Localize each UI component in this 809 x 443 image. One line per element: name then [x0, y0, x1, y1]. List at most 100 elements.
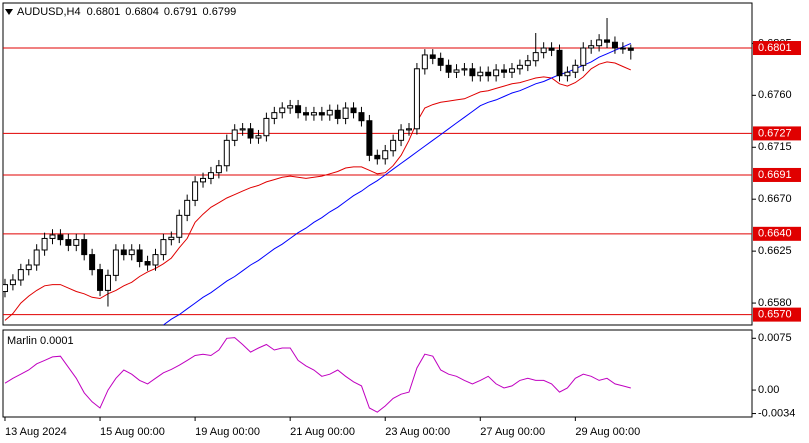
candle-body	[160, 239, 167, 256]
candle-body	[303, 112, 310, 116]
candle-body	[524, 60, 531, 66]
last-open: 0.6801	[87, 6, 121, 18]
level-label: 0.6727	[758, 127, 792, 139]
candle-body	[508, 68, 515, 73]
candle-body	[604, 39, 611, 43]
level-label: 0.6691	[758, 169, 792, 181]
candle-body	[413, 68, 420, 130]
last-close: 0.6799	[203, 6, 237, 18]
indicator-plot	[4, 337, 631, 413]
candle-body	[41, 237, 48, 251]
chart-title: AUDUSD,H4 0.6801 0.6804 0.6791 0.6799	[17, 6, 236, 18]
candle-body	[136, 249, 143, 263]
candle-body	[572, 64, 579, 73]
candle-body	[120, 249, 127, 256]
candle-body	[564, 71, 571, 77]
candle-body	[461, 68, 468, 71]
x-tick-label: 15 Aug 00:00	[100, 426, 165, 438]
x-tick-label: 21 Aug 00:00	[290, 426, 355, 438]
level-label-box	[753, 126, 801, 141]
candle-body	[255, 135, 262, 139]
candle-body	[334, 109, 341, 119]
y-tick-label: -0.0034	[758, 407, 795, 419]
y-tick-label: 0.6580	[758, 297, 792, 309]
candle-body	[25, 264, 32, 271]
candle-body	[390, 139, 397, 152]
candle-body	[437, 57, 444, 66]
candle-body	[33, 249, 40, 266]
candle-body	[73, 239, 80, 246]
main-panel	[2, 2, 753, 326]
candle-body	[318, 112, 325, 116]
candle-body	[223, 139, 230, 167]
candle-body	[398, 129, 405, 141]
moving-average	[163, 42, 632, 325]
candle-body	[263, 117, 270, 137]
level-label: 0.6570	[758, 309, 792, 321]
y-tick-label: 0.6625	[758, 245, 792, 257]
x-tick-label: 27 Aug 00:00	[480, 426, 545, 438]
candle-body	[184, 199, 191, 216]
candle-body	[429, 54, 436, 59]
candle-body	[112, 249, 119, 276]
level-label: 0.6801	[758, 42, 792, 54]
candle-body	[144, 261, 151, 266]
candle-body	[310, 112, 317, 116]
candle-body	[271, 112, 278, 119]
symbol: AUDUSD,H4	[17, 6, 81, 18]
candle-body	[3, 284, 8, 293]
x-tick-label: 29 Aug 00:00	[575, 426, 640, 438]
x-tick-label: 23 Aug 00:00	[385, 426, 450, 438]
x-tick-label: 19 Aug 00:00	[195, 426, 260, 438]
candle-body	[342, 107, 349, 119]
candle-body	[81, 239, 88, 256]
candle-body	[247, 128, 254, 139]
candle-body	[57, 234, 64, 241]
candle-body	[596, 39, 603, 47]
candle-body	[89, 254, 96, 271]
candle-body	[556, 49, 563, 77]
candle-body	[65, 239, 72, 246]
candle-body	[239, 128, 246, 131]
candle-body	[176, 214, 183, 238]
candle-body	[326, 109, 333, 116]
candle-body	[128, 249, 135, 256]
candle-body	[548, 47, 555, 51]
candle-body	[200, 177, 207, 183]
y-tick-label: 0.6715	[758, 141, 792, 153]
candle-body	[97, 269, 104, 291]
candle-body	[207, 172, 214, 179]
candle-body	[501, 69, 508, 73]
y-tick-label: 0.0075	[758, 332, 792, 344]
y-tick-label: 0.6760	[758, 89, 792, 101]
candle-body	[532, 52, 539, 62]
candle-body	[445, 64, 452, 73]
candle-body	[287, 105, 294, 109]
menu-triangle[interactable]	[5, 9, 13, 15]
candle-body	[168, 236, 175, 241]
last-low: 0.6791	[164, 6, 198, 18]
oscillator-line	[4, 337, 631, 413]
last-high: 0.6804	[125, 6, 159, 18]
x-tick-label: 13 Aug 2024	[5, 426, 67, 438]
candle-body	[295, 105, 302, 114]
y-tick-label: 0.6670	[758, 193, 792, 205]
candle-body	[231, 129, 238, 141]
level-label-box	[753, 307, 801, 322]
moving-average	[4, 61, 631, 321]
level-label-box	[753, 167, 801, 182]
candle-body	[49, 234, 56, 239]
level-label: 0.6640	[758, 228, 792, 240]
candle-body	[493, 69, 500, 77]
candle-body	[405, 128, 412, 131]
candle-body	[453, 69, 460, 73]
candle-body	[611, 41, 618, 49]
candle-body	[421, 54, 428, 70]
candle-body	[382, 150, 389, 160]
candle-body	[516, 64, 523, 70]
candle-body	[9, 279, 16, 286]
candle-body	[17, 269, 24, 281]
indicator-panel	[2, 329, 753, 418]
